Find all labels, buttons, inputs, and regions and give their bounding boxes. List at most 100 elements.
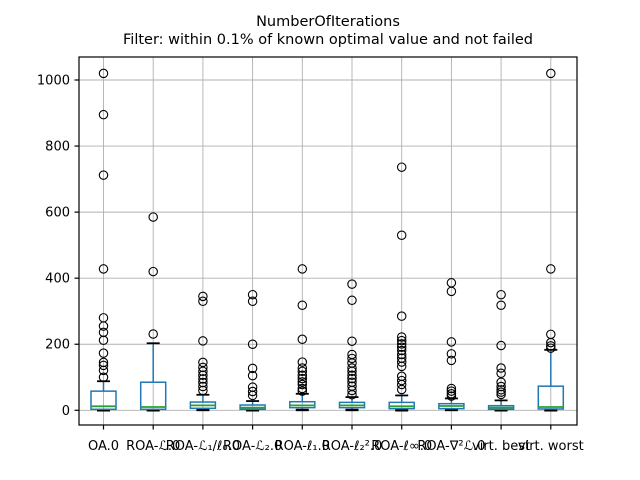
outlier-point — [198, 370, 208, 381]
box — [139, 381, 167, 411]
outlier-point — [198, 366, 208, 377]
x-tick-label: virt. best — [472, 439, 530, 454]
outlier-point — [297, 334, 308, 345]
outlier-point — [148, 266, 158, 277]
outlier-point — [396, 349, 407, 360]
y-tick-label: 0 — [62, 404, 70, 419]
outlier-point — [347, 295, 357, 306]
x-tick-label: ROA-ℓ₁.0 — [275, 439, 330, 454]
outlier-point — [446, 286, 457, 297]
y-tick-label: 1000 — [37, 74, 70, 89]
outlier-point — [148, 329, 158, 339]
outlier-point — [446, 383, 457, 394]
box — [537, 385, 565, 410]
outlier-point — [396, 335, 407, 346]
outlier-point — [546, 337, 556, 348]
outlier-point — [198, 385, 208, 396]
outlier-point — [496, 387, 506, 397]
chart-title: NumberOfIterations — [256, 14, 400, 30]
x-tick-label: OA.0 — [88, 439, 119, 454]
outlier-point — [496, 340, 506, 351]
outlier-point — [496, 300, 506, 311]
outlier-point — [396, 339, 407, 349]
outlier-point — [247, 289, 258, 300]
outlier-point — [496, 385, 506, 395]
axes-border — [78, 56, 578, 426]
outlier-point — [396, 332, 407, 342]
outlier-point — [148, 212, 158, 222]
outlier-point — [297, 383, 308, 394]
x-tick-label: ROA-ℓ₂².0 — [322, 439, 383, 454]
outlier-point — [496, 289, 506, 300]
outlier-point — [347, 390, 357, 400]
outlier-point — [446, 389, 457, 399]
outlier-point — [198, 291, 208, 302]
outlier-point — [446, 355, 457, 366]
outlier-point — [347, 373, 357, 384]
outlier-point — [297, 300, 308, 311]
outlier-point — [396, 361, 407, 372]
outlier-point — [297, 377, 308, 387]
outlier-point — [247, 390, 258, 401]
y-tick-label: 400 — [45, 272, 70, 287]
outlier-point — [347, 366, 357, 377]
outlier-point — [198, 381, 208, 392]
outlier-point — [247, 296, 258, 307]
outlier-point — [396, 342, 407, 352]
outlier-point — [347, 363, 357, 373]
outlier-point — [446, 386, 457, 396]
outlier-point — [297, 386, 308, 396]
outlier-point — [347, 370, 357, 381]
outlier-point — [297, 264, 308, 274]
outlier-point — [446, 391, 457, 401]
x-tick-label: ROA-ℒ.0 — [126, 439, 180, 454]
outlier-point — [98, 372, 109, 383]
outlier-point — [98, 264, 109, 274]
y-tick-label: 200 — [45, 338, 70, 353]
outlier-point — [98, 321, 109, 331]
y-tick-label: 600 — [45, 206, 70, 221]
outlier-point — [98, 68, 109, 79]
outlier-point — [396, 345, 407, 356]
x-tick-label: ROA-∇²ℒ.0 — [417, 439, 485, 454]
outlier-point — [297, 363, 308, 373]
outlier-point — [446, 349, 457, 359]
outlier-point — [496, 377, 506, 387]
outlier-point — [396, 357, 407, 367]
x-tick-label: ROA-ℓ∞.0 — [371, 439, 432, 454]
outlier-point — [496, 363, 506, 373]
outlier-point — [247, 339, 258, 349]
outlier-point — [98, 348, 109, 358]
outlier-point — [297, 379, 308, 390]
outlier-point — [247, 370, 258, 381]
outlier-point — [98, 109, 109, 120]
outlier-point — [546, 343, 556, 353]
outlier-point — [396, 384, 407, 395]
outlier-point — [546, 68, 556, 79]
outlier-point — [98, 365, 109, 376]
outlier-point — [347, 336, 357, 347]
outlier-point — [198, 336, 208, 346]
outlier-point — [396, 379, 407, 390]
outlier-point — [446, 337, 457, 347]
outlier-point — [247, 363, 258, 374]
outlier-point — [396, 311, 407, 321]
box — [90, 390, 117, 411]
x-tick-label: ROA-ℒ₁/ℓ₀.0 — [166, 439, 240, 454]
outlier-point — [396, 162, 407, 172]
chart-subtitle: Filter: within 0.1% of known optimal val… — [123, 32, 533, 48]
outlier-point — [297, 366, 308, 377]
outlier-point — [297, 370, 308, 381]
outlier-point — [347, 385, 357, 396]
outlier-point — [546, 264, 556, 274]
outlier-point — [496, 389, 506, 400]
outlier-point — [98, 170, 109, 180]
outlier-point — [297, 357, 308, 367]
outlier-point — [98, 360, 109, 371]
outlier-point — [396, 230, 407, 240]
outlier-point — [98, 335, 109, 346]
y-tick-label: 800 — [45, 140, 70, 155]
